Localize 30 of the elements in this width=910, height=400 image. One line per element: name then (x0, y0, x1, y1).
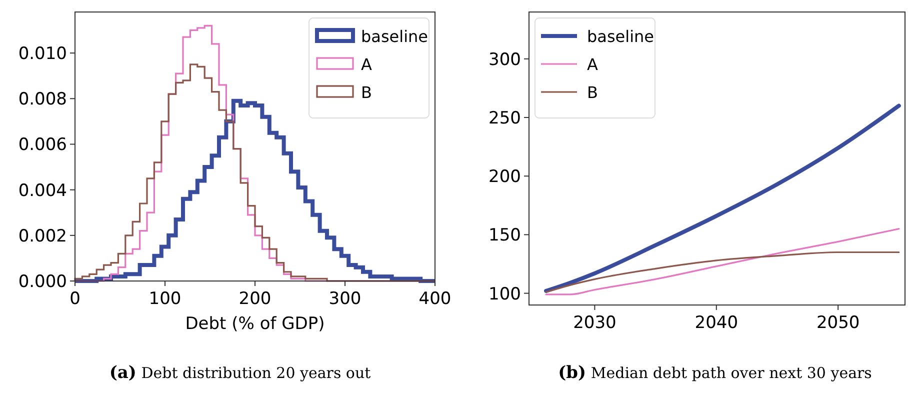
y-tick-label: 0.008 (18, 90, 67, 110)
y-tick-label: 200 (488, 167, 521, 188)
line-series (545, 251, 900, 293)
y-tick-label: 0.000 (18, 272, 67, 292)
x-tick-label: 0 (70, 289, 80, 309)
x-tick-label: 2030 (573, 313, 616, 333)
legend-label: baseline (587, 27, 654, 46)
y-tick-label: 0.006 (18, 135, 67, 156)
y-tick-label: 300 (488, 50, 521, 70)
y-tick-label: 0.010 (18, 44, 67, 64)
y-tick-label: 0.002 (18, 226, 67, 246)
x-axis-title: Debt (% of GDP) (185, 314, 325, 334)
y-tick-label: 0.004 (18, 180, 67, 201)
legend-label: B (361, 83, 372, 102)
line-series (545, 228, 900, 296)
x-tick-label: 400 (418, 289, 452, 309)
line-series (544, 104, 901, 293)
legend-label: baseline (361, 27, 428, 46)
legend-label: B (587, 83, 598, 102)
y-tick-label: 250 (488, 108, 521, 128)
text: (b) Median debt path over next 30 years (558, 363, 872, 383)
x-tick-label: 2040 (694, 313, 738, 333)
legend-label: A (361, 55, 372, 74)
x-tick-label: 2050 (816, 313, 860, 333)
legend-label: A (587, 55, 598, 74)
x-tick-label: 300 (328, 289, 362, 309)
x-tick-label: 200 (238, 289, 272, 309)
y-tick-label: 150 (488, 226, 521, 246)
x-tick-label: 100 (148, 289, 182, 309)
text: (a) Debt distribution 20 years out (109, 363, 371, 383)
